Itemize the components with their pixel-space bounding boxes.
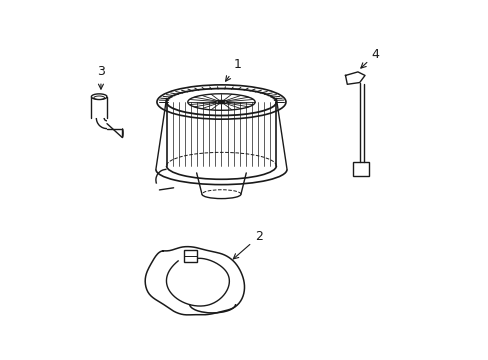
Text: 4: 4 [360, 48, 379, 68]
Text: 1: 1 [225, 58, 241, 81]
Bar [352, 162, 368, 176]
Text: 2: 2 [233, 230, 262, 259]
Bar [184, 250, 196, 261]
Text: 3: 3 [97, 66, 104, 89]
